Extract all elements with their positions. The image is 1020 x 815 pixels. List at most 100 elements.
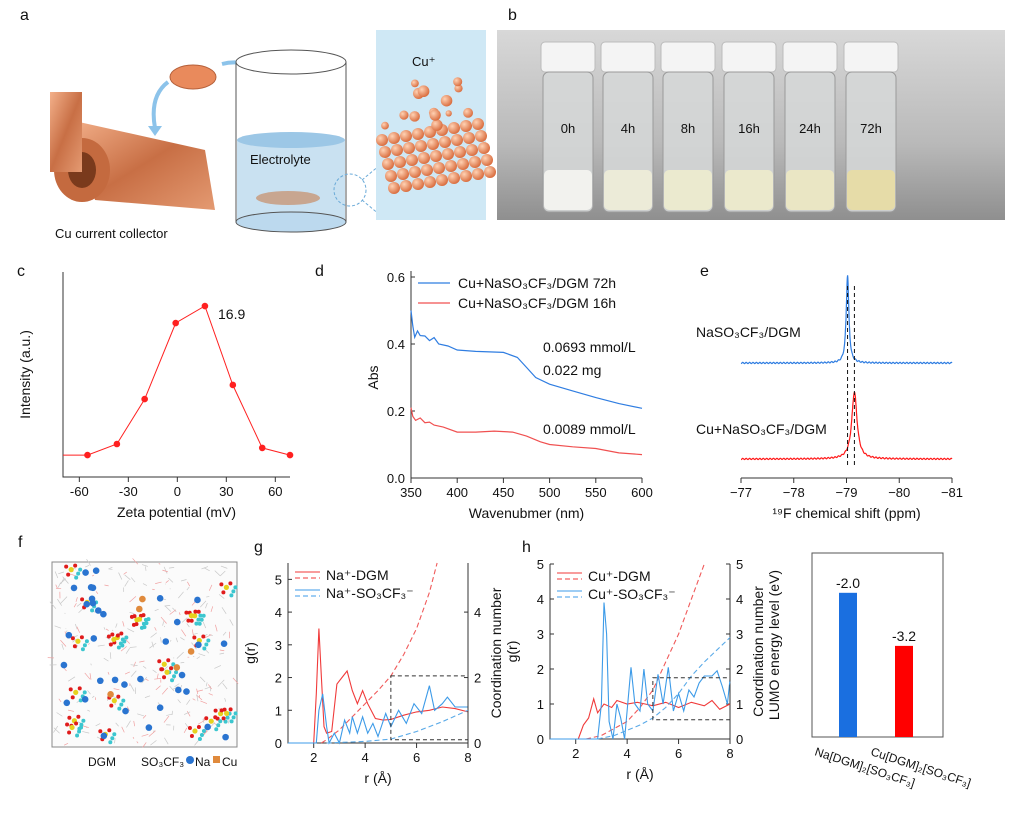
dgm-bond	[141, 733, 149, 737]
na-ion	[204, 723, 211, 731]
rdf-0	[550, 696, 731, 740]
x-tick-label: 6	[675, 746, 682, 761]
dgm-bond	[58, 571, 65, 575]
so3cf3-molecule	[68, 686, 87, 703]
dgm-bond	[177, 699, 181, 704]
legend-label: Cu+NaSO₃CF₃/DGM 16h	[458, 295, 616, 311]
dgm-bond	[163, 666, 168, 671]
x-tick-label: −80	[888, 485, 910, 500]
dgm-bond	[224, 698, 227, 702]
x-tick-label: 60	[268, 484, 282, 499]
cu-atom	[472, 168, 484, 180]
dgm-bond	[148, 730, 156, 737]
dgm-bond	[132, 558, 139, 565]
x-axis-label: ¹⁹F chemical shift (ppm)	[772, 505, 920, 521]
dgm-bond	[164, 605, 172, 612]
dgm-bond	[141, 564, 148, 567]
dgm-bond	[73, 603, 77, 608]
dgm-bond	[89, 673, 92, 680]
cu-atom	[418, 152, 430, 164]
vial-cap	[660, 41, 716, 73]
vial-16h: 16h	[721, 41, 777, 213]
rdf-2	[550, 602, 731, 740]
y-tick-label: 0.4	[387, 337, 405, 352]
dgm-bond	[103, 627, 106, 630]
dgm-bond	[115, 722, 119, 727]
cu-ion	[445, 110, 452, 117]
data-point	[113, 440, 121, 448]
na-ion	[111, 676, 119, 684]
dgm-bond	[162, 621, 165, 626]
dgm-bond	[69, 573, 77, 577]
y-tick-label: 3	[537, 627, 544, 642]
vial-cap	[782, 41, 838, 73]
dgm-bond	[186, 623, 190, 628]
rdf-0	[288, 628, 469, 744]
dgm-bond	[222, 631, 227, 636]
cu-atom	[433, 162, 445, 174]
dgm-bond	[68, 709, 75, 712]
x-axis-label: Wavenubmer (nm)	[469, 505, 584, 521]
coordination-number-3	[597, 637, 731, 740]
na-ion	[183, 688, 190, 695]
dgm-bond	[219, 649, 225, 652]
na-ion	[173, 618, 181, 626]
dgm-bond	[82, 725, 89, 728]
dgm-bond	[174, 683, 180, 688]
dgm-bond	[229, 619, 234, 626]
na-ion	[162, 638, 170, 645]
data-point	[258, 444, 266, 452]
dgm-bond	[62, 576, 69, 584]
cu-atom	[463, 132, 475, 144]
dgm-bond	[162, 569, 169, 573]
cu-ion	[173, 664, 181, 671]
vial-24h: 24h	[782, 41, 838, 213]
f19-nmr-chart: NaSO₃CF₃/DGM Cu+NaSO₃CF₃/DGM −77 −78 −79 −8…	[696, 275, 963, 521]
na-ion	[222, 733, 229, 741]
y-tick-label: 2	[537, 662, 544, 677]
dgm-bond	[186, 699, 191, 705]
dgm-bond	[205, 602, 208, 609]
legend-label: Cu⁺-DGM	[588, 568, 651, 584]
right-y-tick-label: 3	[736, 627, 743, 642]
dgm-bond	[91, 574, 95, 577]
annotation-72h-mass: 0.022 mg	[543, 362, 601, 378]
na-ion	[195, 641, 202, 649]
na-ion	[60, 661, 68, 669]
x-axis-label: r (Å)	[626, 766, 653, 782]
dgm-bond	[92, 695, 95, 698]
x-tick-label: 8	[726, 746, 733, 761]
y-tick-label: 0.2	[387, 404, 405, 419]
cu-atom	[454, 146, 466, 158]
vial-liquid	[847, 170, 895, 210]
cu-atom	[478, 142, 490, 154]
cu-current-collector-label: Cu current collector	[55, 226, 168, 241]
so3cf3-molecule	[160, 666, 179, 683]
dgm-bond	[208, 693, 213, 696]
dgm-bond	[144, 695, 151, 698]
dgm-bond	[141, 676, 148, 684]
na-ion	[156, 595, 164, 602]
dgm-bond	[113, 688, 120, 691]
na-ion	[175, 686, 182, 694]
vial-cap	[843, 41, 899, 73]
dgm-bond	[132, 736, 135, 739]
y-axis-label: g(r)	[504, 641, 520, 663]
dgm-bond	[183, 711, 191, 715]
cu-atom	[412, 128, 424, 140]
so3cf3-molecule	[64, 563, 83, 580]
cu-atom	[388, 182, 400, 194]
dgm-bond	[203, 718, 205, 721]
cu-atom	[469, 156, 481, 168]
x-tick-label: 2	[310, 750, 317, 765]
panel-letter-a: a	[20, 7, 29, 24]
dgm-bond	[130, 684, 135, 692]
x-tick-label: 4	[624, 746, 631, 761]
zoom-region-box	[390, 675, 469, 741]
dgm-bond	[130, 670, 137, 677]
data-point	[172, 319, 179, 327]
rdf-2	[288, 685, 468, 745]
dgm-bond	[220, 565, 228, 569]
cu-atom	[484, 166, 496, 178]
